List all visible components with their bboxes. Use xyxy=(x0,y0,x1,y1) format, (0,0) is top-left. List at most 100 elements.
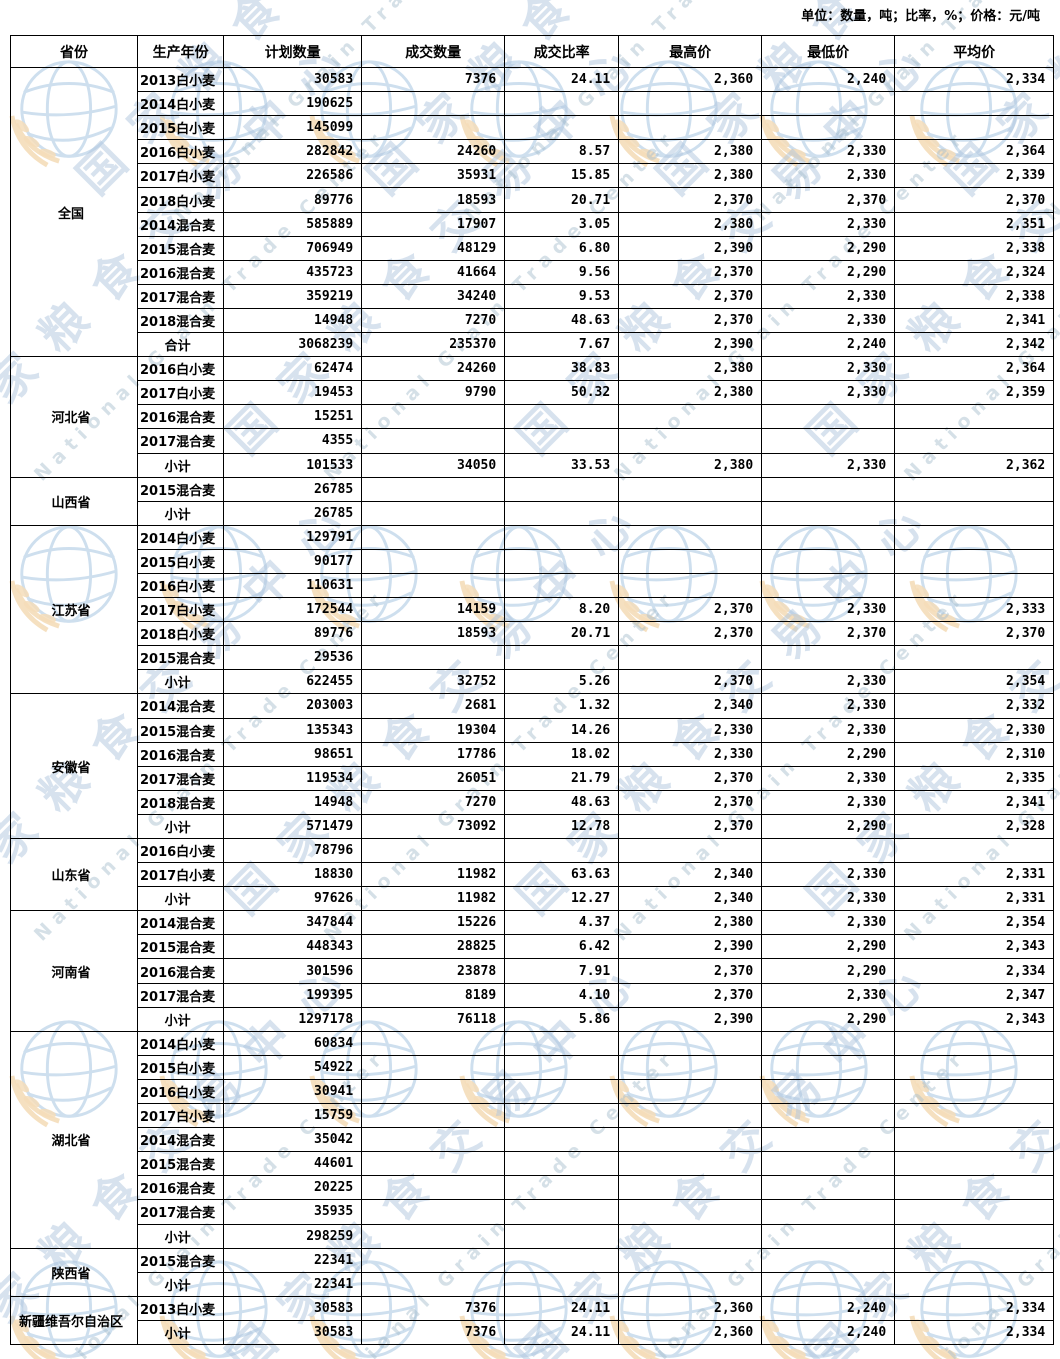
average-price-cell: 2,333 xyxy=(894,597,1055,623)
table-row: 2015混合麦 448343 28825 6.42 2,390 2,290 2,343 xyxy=(11,934,1055,960)
traded-ratio-cell: 5.26 xyxy=(504,669,620,695)
planned-quantity-cell: 22341 xyxy=(223,1271,363,1297)
table-row: 2017白小麦 18830 11982 63.63 2,340 2,330 2,331 xyxy=(11,862,1055,888)
year-cell: 2015混合麦 xyxy=(136,717,225,743)
lowest-price-cell: 2,330 xyxy=(761,717,896,743)
planned-quantity-cell: 18830 xyxy=(223,862,363,888)
province-cell: 河北省 xyxy=(10,356,138,478)
planned-quantity-cell: 19453 xyxy=(223,380,363,406)
planned-quantity-cell: 30583 xyxy=(223,66,363,93)
traded-quantity-cell xyxy=(361,645,506,671)
average-price-cell xyxy=(894,1054,1055,1080)
year-cell: 2014白小麦 xyxy=(136,1030,225,1056)
planned-quantity-cell: 203003 xyxy=(223,693,363,719)
traded-ratio-cell xyxy=(504,1271,620,1297)
table-row: 2016白小麦 282842 24260 8.57 2,380 2,330 2,364 xyxy=(11,139,1055,165)
highest-price-cell xyxy=(618,91,763,117)
traded-quantity-cell xyxy=(361,572,506,599)
average-price-cell: 2,354 xyxy=(894,910,1055,936)
lowest-price-cell: 2,330 xyxy=(761,910,896,936)
traded-ratio-cell: 8.57 xyxy=(504,139,620,165)
traded-ratio-cell: 21.79 xyxy=(504,765,620,791)
province-cell: 安徽省 xyxy=(10,693,138,839)
highest-price-cell xyxy=(618,1078,763,1105)
table-row: 小计 298259 xyxy=(11,1223,1055,1249)
planned-quantity-cell: 30583 xyxy=(223,1319,363,1345)
planned-quantity-cell: 89776 xyxy=(223,621,363,647)
year-cell: 小计 xyxy=(136,500,225,526)
highest-price-cell xyxy=(618,1271,763,1297)
planned-quantity-cell: 359219 xyxy=(223,283,363,309)
table-row: 小计 571479 73092 12.78 2,370 2,290 2,328 xyxy=(11,813,1055,840)
traded-ratio-cell: 18.02 xyxy=(504,741,620,767)
average-price-cell: 2,334 xyxy=(894,1295,1055,1321)
lowest-price-cell: 2,330 xyxy=(761,789,896,815)
traded-quantity-cell: 7376 xyxy=(361,66,506,93)
year-cell: 2016白小麦 xyxy=(136,139,225,165)
planned-quantity-cell: 110631 xyxy=(223,572,363,599)
year-cell: 2017白小麦 xyxy=(136,862,225,888)
lowest-price-cell: 2,290 xyxy=(761,813,896,840)
planned-quantity-cell: 301596 xyxy=(223,958,363,984)
year-cell: 2018白小麦 xyxy=(136,187,225,213)
traded-ratio-cell xyxy=(504,524,620,550)
planned-quantity-cell: 98651 xyxy=(223,741,363,767)
table-body: 全国 2013白小麦 30583 7376 24.11 2,360 2,240 2,334 20… xyxy=(10,66,1055,1345)
province-cell: 山东省 xyxy=(10,837,138,912)
year-cell: 2015混合麦 xyxy=(136,1247,225,1273)
highest-price-cell xyxy=(618,115,763,141)
traded-ratio-cell: 9.53 xyxy=(504,283,620,309)
lowest-price-cell xyxy=(761,1247,896,1273)
average-price-cell: 2,347 xyxy=(894,982,1055,1008)
traded-quantity-cell xyxy=(361,404,506,430)
province-cell: 新疆维吾尔自治区 xyxy=(10,1295,138,1345)
year-cell: 2014白小麦 xyxy=(136,91,225,117)
highest-price-cell xyxy=(618,1175,763,1201)
column-header: 成交数量 xyxy=(361,35,506,68)
lowest-price-cell: 2,290 xyxy=(761,934,896,960)
table-row: 2015白小麦 90177 xyxy=(11,548,1055,574)
table-row: 2015混合麦 29536 xyxy=(11,645,1055,671)
traded-ratio-cell: 8.20 xyxy=(504,597,620,623)
highest-price-cell xyxy=(618,1223,763,1249)
lowest-price-cell: 2,330 xyxy=(761,211,896,237)
traded-quantity-cell xyxy=(361,1175,506,1201)
traded-ratio-cell: 24.11 xyxy=(504,1295,620,1321)
year-cell: 2015混合麦 xyxy=(136,235,225,261)
highest-price-cell: 2,370 xyxy=(618,283,763,309)
year-cell: 小计 xyxy=(136,1223,225,1249)
highest-price-cell: 2,340 xyxy=(618,886,763,912)
traded-ratio-cell: 14.26 xyxy=(504,717,620,743)
table-row: 2017白小麦 15759 xyxy=(11,1103,1055,1129)
traded-quantity-cell: 11982 xyxy=(361,886,506,912)
year-cell: 2017混合麦 xyxy=(136,765,225,791)
table-row: 小计 30583 7376 24.11 2,360 2,240 2,334 xyxy=(11,1319,1055,1345)
lowest-price-cell: 2,240 xyxy=(761,1295,896,1321)
average-price-cell: 2,332 xyxy=(894,693,1055,719)
traded-ratio-cell: 20.71 xyxy=(504,187,620,213)
highest-price-cell: 2,380 xyxy=(618,211,763,237)
planned-quantity-cell: 62474 xyxy=(223,356,363,382)
planned-quantity-cell: 190625 xyxy=(223,91,363,117)
traded-quantity-cell xyxy=(361,1030,506,1056)
traded-quantity-cell: 235370 xyxy=(361,332,506,358)
highest-price-cell xyxy=(618,1127,763,1153)
highest-price-cell xyxy=(618,476,763,502)
planned-quantity-cell: 97626 xyxy=(223,886,363,912)
highest-price-cell: 2,370 xyxy=(618,597,763,623)
highest-price-cell xyxy=(618,1103,763,1129)
traded-ratio-cell xyxy=(504,500,620,526)
lowest-price-cell: 2,330 xyxy=(761,886,896,912)
average-price-cell: 2,341 xyxy=(894,307,1055,334)
table-row: 河北省 2016白小麦 62474 24260 38.83 2,380 2,330 2,364 xyxy=(10,356,1055,478)
table-row: 小计 97626 11982 12.27 2,340 2,330 2,331 xyxy=(11,886,1055,912)
average-price-cell: 2,330 xyxy=(894,717,1055,743)
traded-ratio-cell: 63.63 xyxy=(504,862,620,888)
lowest-price-cell: 2,370 xyxy=(761,187,896,213)
table-row: 2016白小麦 30941 xyxy=(11,1078,1055,1105)
traded-ratio-cell xyxy=(504,837,620,864)
table-row: 小计 22341 xyxy=(11,1271,1055,1297)
traded-ratio-cell: 50.32 xyxy=(504,380,620,406)
traded-ratio-cell: 9.56 xyxy=(504,259,620,285)
table-row: 2015白小麦 54922 xyxy=(11,1054,1055,1080)
